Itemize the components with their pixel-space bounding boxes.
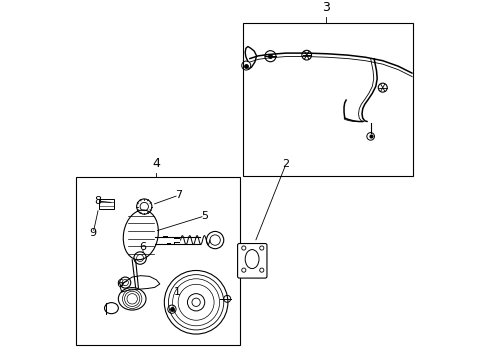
Bar	[242, 23, 412, 176]
Text: 9: 9	[89, 228, 97, 238]
Ellipse shape	[123, 210, 158, 260]
Text: 4: 4	[152, 157, 160, 170]
Ellipse shape	[118, 288, 146, 310]
Text: 7: 7	[175, 190, 182, 200]
Text: 2: 2	[282, 159, 289, 169]
FancyBboxPatch shape	[99, 199, 114, 209]
Ellipse shape	[104, 303, 118, 314]
Text: 3: 3	[321, 1, 329, 14]
Bar	[76, 177, 240, 345]
Ellipse shape	[244, 249, 259, 269]
Text: 5: 5	[201, 211, 208, 221]
Text: 6: 6	[116, 279, 122, 289]
Text: 8: 8	[94, 196, 101, 206]
FancyBboxPatch shape	[237, 243, 266, 278]
Text: 1: 1	[173, 287, 180, 297]
Text: 6: 6	[139, 242, 146, 252]
